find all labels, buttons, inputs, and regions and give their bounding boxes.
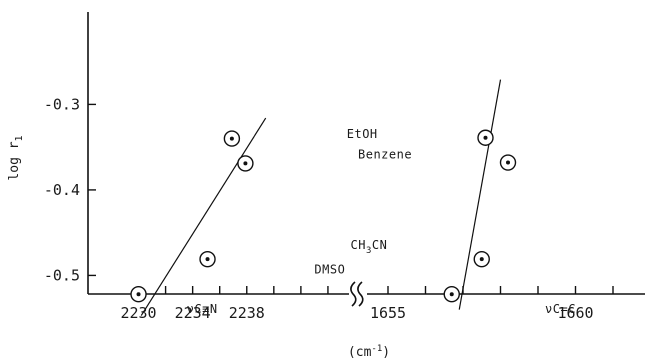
solvent-label: CH3CN [351, 238, 388, 256]
x-tick-label: 2234 [175, 304, 211, 322]
fit-line [458, 79, 502, 310]
x-axis-label: (cm-1) [348, 344, 390, 360]
data-point-dot [479, 257, 484, 262]
data-point-dot [483, 135, 488, 140]
y-tick-label: -0.5 [44, 266, 80, 284]
data-points [130, 129, 517, 303]
x-tick-label: 1655 [370, 304, 406, 322]
annotations: νC≡N νC=C EtOH Benzene CH3CN DMSO [187, 127, 576, 316]
vibration-label: νC≡N [187, 302, 218, 316]
data-point-dot [243, 161, 248, 166]
axis-break-mark-left [350, 281, 357, 307]
data-point-dot [506, 160, 510, 165]
tick-labels: -0.3 -0.4 -0.5 2230 2234 2238 1655 1660 [44, 95, 594, 322]
fit-line [140, 117, 267, 316]
data-point-dot [449, 292, 454, 297]
data-point-dot [229, 136, 234, 141]
x-tick-label: 2230 [120, 304, 156, 322]
data-point-dot [136, 292, 141, 297]
fit-lines [140, 79, 502, 316]
axis-break-mark-right [357, 281, 364, 307]
data-point-dot [205, 257, 210, 262]
solvent-label: EtOH [347, 127, 378, 141]
y-tick-label: -0.3 [44, 95, 80, 113]
solvent-label: Benzene [358, 147, 412, 161]
tick-marks [88, 103, 614, 294]
solvent-label: DMSO [314, 263, 345, 277]
vibration-label: νC=C [545, 302, 576, 316]
x-tick-label: 1660 [557, 304, 593, 322]
x-tick-label: 2238 [229, 304, 265, 322]
y-tick-label: -0.4 [44, 181, 80, 199]
y-axis-label: log r1 [7, 135, 25, 180]
